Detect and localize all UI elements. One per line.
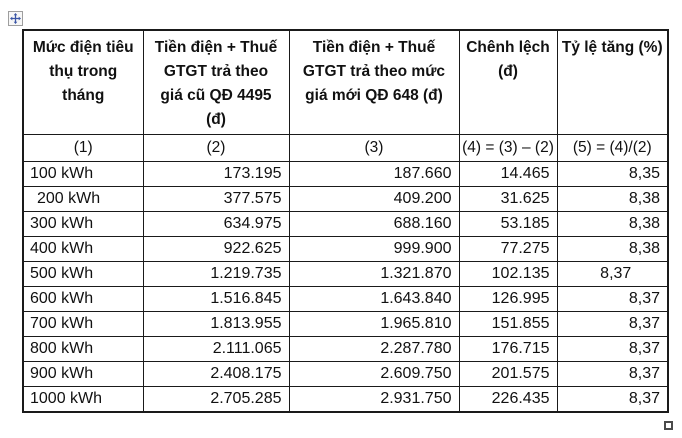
cell-old-price: 634.975	[142, 211, 290, 237]
cell-consumption: 1000 kWh	[22, 386, 144, 412]
cell-consumption: 900 kWh	[22, 361, 144, 387]
cell-consumption: 700 kWh	[22, 311, 144, 337]
cell-new-price: 2.609.750	[288, 361, 460, 387]
col-header-new-price: Tiền điện + Thuế GTGT trả theo mức giá m…	[288, 29, 460, 135]
cell-consumption: 500 kWh	[22, 261, 144, 287]
cell-difference: 31.625	[458, 186, 558, 212]
cell-new-price: 2.287.780	[288, 336, 460, 362]
cell-increase-pct: 8,37	[556, 386, 669, 412]
col-header-increase-pct: Tỷ lệ tăng (%)	[556, 29, 669, 135]
cell-difference: 126.995	[458, 286, 558, 312]
cell-new-price: 688.160	[288, 211, 460, 237]
cell-new-price: 1.643.840	[288, 286, 460, 312]
cell-old-price: 1.813.955	[142, 311, 290, 337]
cell-consumption: 200 kWh	[22, 186, 144, 212]
col-num-1: (1)	[22, 134, 144, 162]
col-num-4: (4) = (3) – (2)	[458, 134, 558, 162]
cell-new-price: 1.965.810	[288, 311, 460, 337]
cell-difference: 176.715	[458, 336, 558, 362]
cell-consumption: 100 kWh	[22, 161, 144, 187]
cell-increase-pct: 8,38	[556, 236, 669, 262]
cell-new-price: 999.900	[288, 236, 460, 262]
table-row: 1000 kWh 2.705.285 2.931.750 226.435 8,3…	[22, 386, 669, 412]
cell-difference: 201.575	[458, 361, 558, 387]
cell-old-price: 2.705.285	[142, 386, 290, 412]
cell-new-price: 2.931.750	[288, 386, 460, 412]
col-num-5: (5) = (4)/(2)	[556, 134, 669, 162]
electricity-cost-table: Mức điện tiêu thụ trong tháng Tiền điện …	[22, 29, 669, 413]
column-number-row: (1) (2) (3) (4) = (3) – (2) (5) = (4)/(2…	[22, 134, 669, 162]
table-row: 700 kWh 1.813.955 1.965.810 151.855 8,37	[22, 311, 669, 337]
table-row: 400 kWh 922.625 999.900 77.275 8,38	[22, 236, 669, 262]
table-resize-handle[interactable]	[664, 421, 673, 430]
col-header-old-price: Tiền điện + Thuế GTGT trả theo giá cũ QĐ…	[142, 29, 290, 135]
move-cross-arrows-icon	[10, 13, 21, 24]
table-row: 600 kWh 1.516.845 1.643.840 126.995 8,37	[22, 286, 669, 312]
cell-consumption: 600 kWh	[22, 286, 144, 312]
table-move-handle[interactable]	[8, 11, 23, 26]
cell-old-price: 922.625	[142, 236, 290, 262]
cell-increase-pct: 8,38	[556, 211, 669, 237]
cell-increase-pct: 8,37	[556, 336, 669, 362]
cell-increase-pct: 8,37	[556, 361, 669, 387]
cell-difference: 14.465	[458, 161, 558, 187]
cell-old-price: 377.575	[142, 186, 290, 212]
col-num-3: (3)	[288, 134, 460, 162]
cell-old-price: 2.408.175	[142, 361, 290, 387]
cell-difference: 226.435	[458, 386, 558, 412]
table-row: 100 kWh 173.195 187.660 14.465 8,35	[22, 161, 669, 187]
cell-increase-pct: 8,38	[556, 186, 669, 212]
table-row: 300 kWh 634.975 688.160 53.185 8,38	[22, 211, 669, 237]
cell-new-price: 187.660	[288, 161, 460, 187]
cell-difference: 77.275	[458, 236, 558, 262]
header-row: Mức điện tiêu thụ trong tháng Tiền điện …	[22, 29, 669, 135]
cell-increase-pct: 8,37	[556, 286, 669, 312]
table-row: 500 kWh 1.219.735 1.321.870 102.135 8,37	[22, 261, 669, 287]
col-num-2: (2)	[142, 134, 290, 162]
cell-consumption: 800 kWh	[22, 336, 144, 362]
cell-old-price: 173.195	[142, 161, 290, 187]
cell-consumption: 400 kWh	[22, 236, 144, 262]
cell-increase-pct: 8,37	[556, 311, 669, 337]
cell-consumption: 300 kWh	[22, 211, 144, 237]
cell-difference: 151.855	[458, 311, 558, 337]
table-row: 800 kWh 2.111.065 2.287.780 176.715 8,37	[22, 336, 669, 362]
col-header-consumption: Mức điện tiêu thụ trong tháng	[22, 29, 144, 135]
col-header-difference: Chênh lệch (đ)	[458, 29, 558, 135]
cell-old-price: 1.219.735	[142, 261, 290, 287]
cell-old-price: 2.111.065	[142, 336, 290, 362]
cell-difference: 102.135	[458, 261, 558, 287]
cell-old-price: 1.516.845	[142, 286, 290, 312]
table-row: 900 kWh 2.408.175 2.609.750 201.575 8,37	[22, 361, 669, 387]
cell-increase-pct: 8,35	[556, 161, 669, 187]
table-row: 200 kWh 377.575 409.200 31.625 8,38	[22, 186, 669, 212]
cell-increase-pct: 8,37	[556, 261, 669, 287]
cell-new-price: 409.200	[288, 186, 460, 212]
cell-new-price: 1.321.870	[288, 261, 460, 287]
cell-difference: 53.185	[458, 211, 558, 237]
